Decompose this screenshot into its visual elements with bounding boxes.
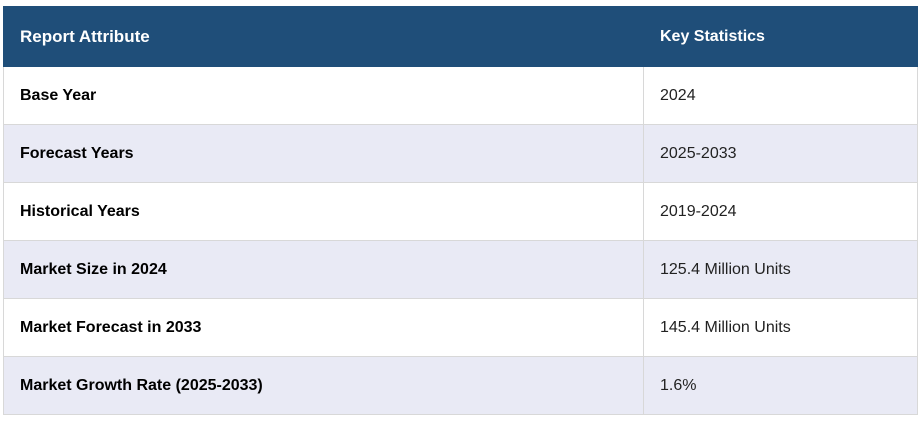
table-row: Base Year 2024 (3, 66, 918, 125)
value-cell: 1.6% (643, 356, 918, 415)
stats-table: Report Attribute Key Statistics Base Year… (3, 6, 918, 415)
attribute-cell: Market Growth Rate (2025-2033) (3, 356, 644, 415)
table-row: Market Forecast in 2033 145.4 Million Uni… (3, 298, 918, 357)
table-row: Forecast Years 2025-2033 (3, 124, 918, 183)
table-row: Market Growth Rate (2025-2033) 1.6% (3, 356, 918, 415)
attribute-cell: Market Forecast in 2033 (3, 298, 644, 357)
header-row: Report Attribute Key Statistics (3, 6, 918, 67)
header-cell: Key Statistics (643, 6, 918, 67)
table-body: Base Year 2024 Forecast Years 2025-2033 Hist… (3, 66, 918, 415)
attribute-cell: Historical Years (3, 182, 644, 241)
attribute-cell: Market Size in 2024 (3, 240, 644, 299)
attribute-cell: Base Year (3, 66, 644, 125)
attribute-cell: Forecast Years (3, 124, 644, 183)
value-cell: 125.4 Million Units (643, 240, 918, 299)
table-row: Market Size in 2024 125.4 Million Units (3, 240, 918, 299)
table-row: Historical Years 2019-2024 (3, 182, 918, 241)
value-cell: 2025-2033 (643, 124, 918, 183)
header-cell: Report Attribute (3, 6, 644, 67)
value-cell: 145.4 Million Units (643, 298, 918, 357)
value-cell: 2024 (643, 66, 918, 125)
value-cell: 2019-2024 (643, 182, 918, 241)
